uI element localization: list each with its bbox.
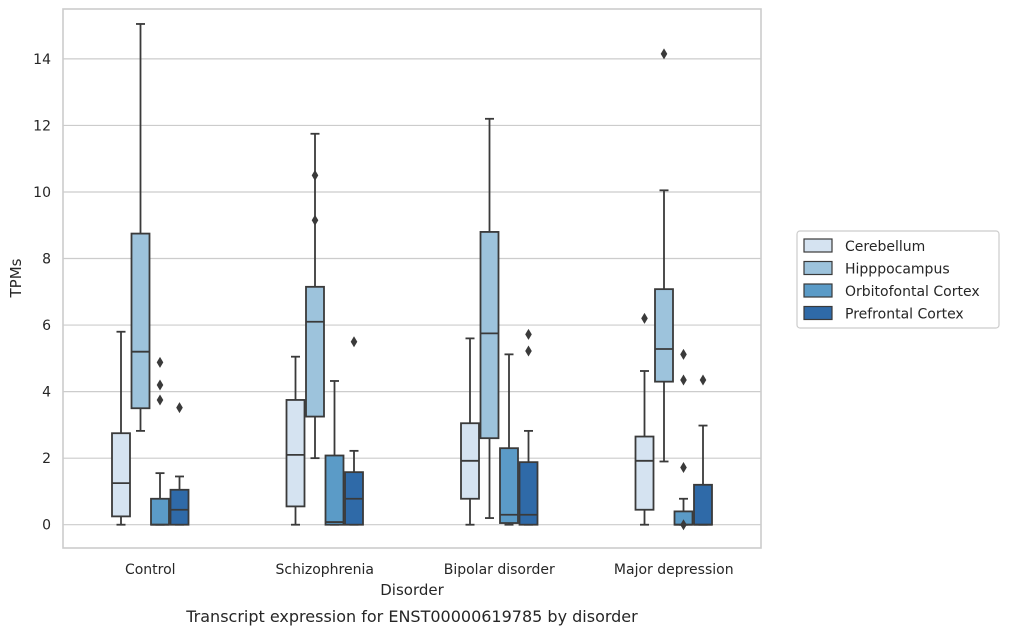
box-2-0 xyxy=(150,356,170,526)
box-3-3 xyxy=(693,374,713,526)
box-0-3 xyxy=(634,312,655,526)
box-1-3 xyxy=(654,48,674,463)
box-0-0 xyxy=(111,330,131,526)
outlier-point xyxy=(311,214,319,226)
plot-frame xyxy=(62,8,762,549)
legend-label: Cerebellum xyxy=(845,239,925,255)
box-3-2 xyxy=(518,328,539,526)
legend-swatch xyxy=(803,305,833,321)
y-tick-labels: 0 2 4 6 8 10 12 14 xyxy=(33,52,51,534)
x-tick-label: Bipolar disorder xyxy=(444,562,555,578)
box-body xyxy=(634,435,655,511)
x-tick-label: Control xyxy=(125,562,176,578)
x-axis-title: Disorder xyxy=(380,581,444,599)
legend-swatch xyxy=(803,283,833,298)
x-tick-label: Major depression xyxy=(614,562,734,578)
y-tick-label: 2 xyxy=(42,451,51,467)
box-body xyxy=(111,432,131,518)
y-tick-label: 10 xyxy=(33,185,51,201)
y-axis-title: TPMs xyxy=(7,258,25,298)
box-1-1 xyxy=(305,132,325,460)
box-2-3 xyxy=(673,348,694,531)
outlier-point xyxy=(680,461,687,473)
box-body xyxy=(169,488,190,526)
chart-caption: Transcript expression for ENST0000061978… xyxy=(185,607,638,626)
legend: Cerebellum Hipppocampus Orbitofontal Corte… xyxy=(796,230,1000,329)
legend-label: Prefrontal Cortex xyxy=(845,307,964,323)
box-body xyxy=(305,285,325,418)
outlier-point xyxy=(680,348,687,360)
y-tick-label: 6 xyxy=(42,318,51,334)
x-tick-label: Schizophrenia xyxy=(276,562,374,578)
box-body xyxy=(654,288,674,383)
x-tick-labels: Control Schizophrenia Bipolar disorder Majo… xyxy=(125,562,734,578)
legend-label: Hipppocampus xyxy=(845,262,950,278)
y-tick-label: 14 xyxy=(33,52,51,68)
box-body xyxy=(499,447,519,524)
box-3-1 xyxy=(344,336,364,526)
outlier-point xyxy=(156,356,164,368)
outlier-point xyxy=(660,48,668,60)
box-body xyxy=(324,454,345,526)
box-body xyxy=(518,461,539,526)
outlier-point xyxy=(680,374,687,386)
box-body xyxy=(285,399,306,508)
box-0-1 xyxy=(285,355,306,526)
outlier-point xyxy=(156,379,164,391)
legend-label: Orbitofontal Cortex xyxy=(845,284,980,300)
box-1-0 xyxy=(130,23,151,432)
outlier-point xyxy=(525,328,532,340)
outlier-point xyxy=(311,169,319,181)
outlier-point xyxy=(641,312,648,324)
box-1-2 xyxy=(479,117,500,519)
box-series-group xyxy=(111,23,713,531)
box-3-0 xyxy=(169,402,190,526)
box-body xyxy=(693,483,713,526)
box-2-2 xyxy=(499,353,519,526)
legend-box xyxy=(796,230,1000,329)
box-body xyxy=(150,497,170,526)
y-tick-label: 12 xyxy=(33,118,51,134)
box-body xyxy=(130,232,151,410)
box-0-2 xyxy=(460,337,480,526)
box-body xyxy=(479,231,500,440)
outlier-point xyxy=(350,336,358,348)
y-tick-label: 8 xyxy=(42,252,51,268)
y-tick-label: 0 xyxy=(42,518,51,534)
outlier-point xyxy=(680,519,687,531)
y-tick-label: 4 xyxy=(42,385,51,401)
outlier-point xyxy=(699,374,707,386)
outlier-point xyxy=(176,402,183,414)
legend-swatch xyxy=(803,260,833,276)
outlier-point xyxy=(156,394,164,406)
legend-swatch xyxy=(803,238,833,253)
outlier-point xyxy=(525,345,532,357)
box-2-1 xyxy=(324,380,345,526)
